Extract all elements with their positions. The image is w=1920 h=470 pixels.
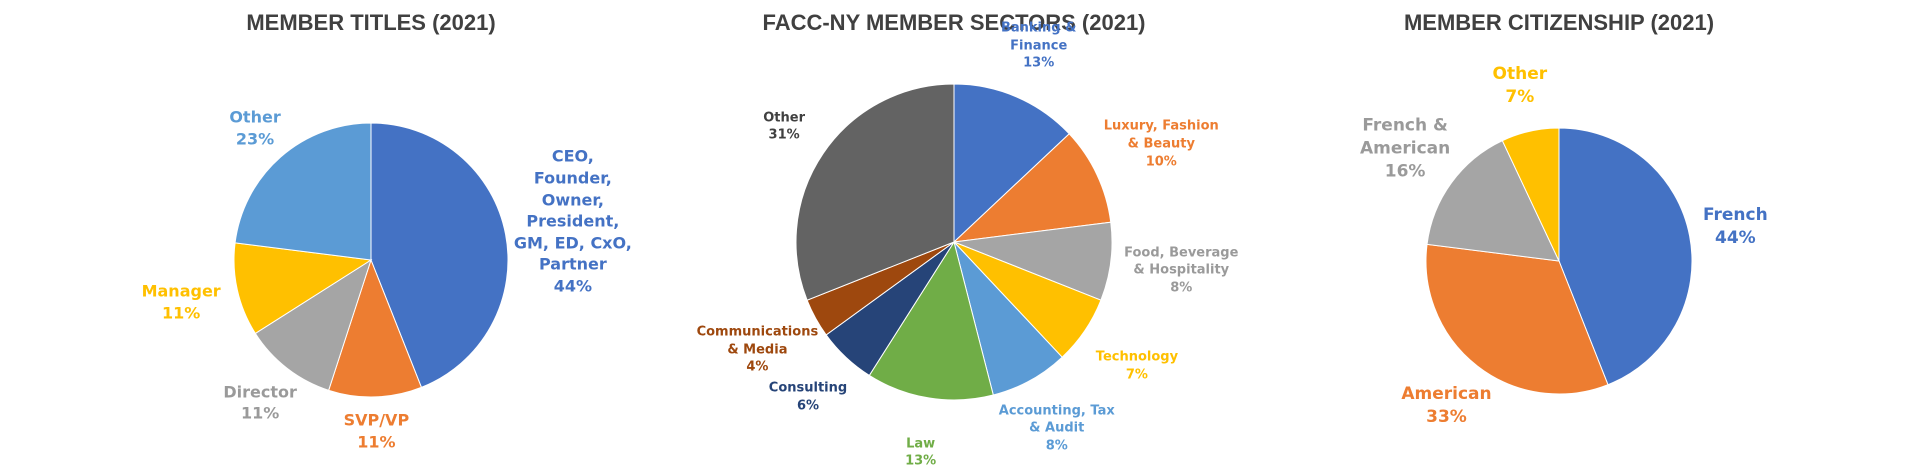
slice-label: CEO, Founder, Owner, President, GM, ED, … [513, 146, 633, 297]
chart-title: MEMBER TITLES (2021) [71, 10, 671, 36]
slice-category: Accounting, Tax & Audit [998, 403, 1115, 437]
slice-value: 7% [1505, 86, 1535, 107]
chart-title-text: MEMBER CITIZENSHIP (2021) [1403, 10, 1715, 35]
chart-title-text: FACC-NY MEMBER SECTORS (2021) [762, 10, 1146, 35]
slice-category: Luxury, Fashion & Beauty [1103, 119, 1219, 152]
slice-category: American [1401, 384, 1492, 405]
chart-title: MEMBER CITIZENSHIP (2021) [1259, 10, 1859, 36]
pie-slice [1425, 243, 1609, 395]
slice-label: Accounting, Tax & Audit 8% [992, 403, 1122, 456]
slice-value: 44% [553, 276, 592, 296]
pie-slice [953, 83, 1070, 244]
slice-value: 4% [746, 359, 769, 375]
slice-category: Director [223, 382, 297, 402]
slice-label: Food, Beverage & Hospitality 8% [1116, 244, 1246, 297]
slice-value: 8% [1045, 438, 1068, 454]
pie-slice [254, 258, 372, 391]
slice-label: Communications & Media 4% [692, 324, 822, 377]
slice-value: 11% [241, 403, 280, 423]
slice-label: Luxury, Fashion & Beauty 10% [1096, 118, 1226, 171]
pie-slice [795, 83, 955, 301]
slice-category: Manager [141, 281, 221, 301]
slice-category: Other [763, 110, 805, 125]
slice-category: French [1702, 205, 1768, 226]
slice-label: Banking & Finance 13% [974, 20, 1104, 73]
slice-category: Communications & Media [696, 324, 819, 358]
pie-slice [1558, 127, 1693, 386]
slice-value: 8% [1170, 280, 1193, 296]
slice-label: French & American 16% [1350, 115, 1460, 184]
pie-slice [952, 133, 1112, 243]
chart-title-text: MEMBER TITLES (2021) [246, 10, 496, 35]
slice-value: 11% [161, 303, 201, 323]
pie-slice [1501, 127, 1560, 262]
pie-slice [233, 242, 373, 335]
pie-slice [234, 122, 372, 261]
slice-label: Law 13% [856, 435, 986, 470]
page: (() => { const data = JSON.parse(documen… [71, 10, 1859, 469]
slice-category: Consulting [768, 380, 848, 396]
slice-value: 10% [1145, 154, 1177, 170]
pie-slice [370, 122, 509, 389]
pie-slice [328, 258, 423, 398]
slice-label: Other 31% [719, 109, 849, 144]
slice-category: Technology [1095, 349, 1179, 365]
slice-label: SVP/VP 11% [316, 410, 436, 453]
slice-category: CEO, Founder, Owner, President, GM, ED, … [513, 146, 632, 274]
slice-category: Banking & Finance [1000, 20, 1077, 54]
slice-label: Consulting 6% [743, 380, 873, 415]
slice-value: 7% [1125, 367, 1148, 383]
slice-category: SVP/VP [343, 410, 410, 430]
slice-value: 11% [357, 432, 396, 452]
pie-slice [1426, 139, 1560, 262]
slice-value: 31% [768, 127, 800, 143]
slice-label: Other 7% [1465, 63, 1575, 109]
slice-category: Other [1492, 63, 1548, 84]
slice-category: French & American [1359, 115, 1451, 159]
slice-value: 44% [1715, 228, 1756, 249]
slice-label: Director 11% [200, 381, 320, 424]
slice-label: Other 23% [195, 107, 315, 150]
slice-value: 33% [1426, 407, 1467, 428]
slice-value: 13% [905, 453, 937, 469]
chart-title: FACC-NY MEMBER SECTORS (2021) [654, 10, 1254, 36]
slice-category: Other [229, 107, 281, 127]
pie-slice [868, 240, 994, 401]
slice-category: Law [906, 436, 936, 452]
chart [233, 83, 1693, 401]
slice-value: 16% [1384, 161, 1426, 182]
slice-label: American 33% [1392, 383, 1502, 429]
slice-value: 6% [796, 398, 820, 414]
slice-category: Food, Beverage & Hospitality [1124, 245, 1239, 278]
slice-label: Technology 7% [1072, 349, 1202, 384]
slice-value: 23% [235, 129, 275, 149]
slice-label: Manager 11% [121, 281, 241, 324]
slice-label: French 44% [1680, 204, 1790, 250]
slice-value: 13% [1023, 56, 1055, 72]
